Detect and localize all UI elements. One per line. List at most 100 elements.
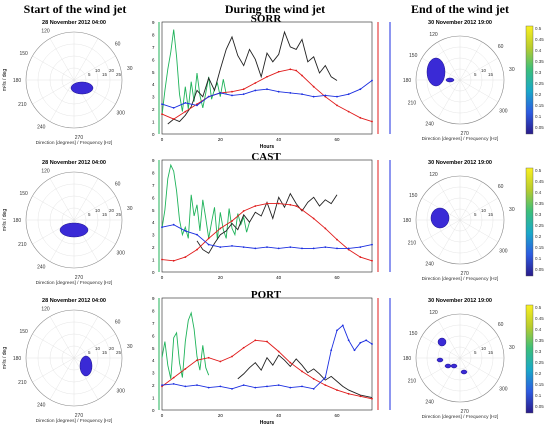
polar-spoke xyxy=(32,333,75,359)
y-tick-label: 8 xyxy=(152,170,155,175)
polar-freq-label: 25 xyxy=(116,350,122,355)
series-point-blue xyxy=(277,90,280,93)
colorbar-tick: 0.3 xyxy=(535,349,542,354)
series-point-red xyxy=(219,227,222,230)
series-point-blue xyxy=(196,384,198,387)
colorbar-tick: 0.5 xyxy=(535,168,542,173)
title-start: Start of the wind jet xyxy=(23,2,127,16)
polar-spoke xyxy=(49,38,75,81)
x-tick-label: 0 xyxy=(161,137,164,142)
series-point-red xyxy=(359,395,362,398)
series-point-blue xyxy=(161,384,163,387)
polar-dir-label: 30 xyxy=(509,207,515,213)
x-axis-label: Hours xyxy=(260,144,275,150)
colorbar-tick: 0.15 xyxy=(535,245,544,250)
colorbar-tick: 0.2 xyxy=(535,234,542,239)
series-point-blue xyxy=(207,386,210,389)
y-tick-label: 4 xyxy=(152,220,155,225)
series-point-red xyxy=(219,360,222,363)
polar-dir-label: 240 xyxy=(37,265,46,271)
plot-frame xyxy=(161,21,373,135)
series-point-blue xyxy=(336,95,338,98)
y-tick-label: 7 xyxy=(152,183,155,188)
polar-dir-label: 120 xyxy=(429,172,438,178)
series-line-green xyxy=(161,311,210,379)
series-point-blue xyxy=(172,223,175,226)
polar-ylabel: m²/s / deg xyxy=(2,69,8,91)
x-tick-label: 20 xyxy=(218,413,224,418)
polar-freq-label: 5 xyxy=(88,350,91,355)
colorbar-tick: 0.05 xyxy=(535,267,544,272)
series-line-green xyxy=(161,29,227,116)
colorbar-gradient xyxy=(525,167,534,277)
polar-plot-start-cast: 28 November 2012 04:00 300 270 240 210 180 150… xyxy=(2,160,133,286)
polar-plot-end-cast: 30 November 2012 19:00 300 270 240 210 180 150… xyxy=(403,160,515,282)
polar-freq-label: 20 xyxy=(109,68,115,73)
series-point-red xyxy=(161,113,163,115)
series-point-blue xyxy=(277,384,280,387)
series-point-blue xyxy=(347,339,350,342)
colorbar-tick: 0.1 xyxy=(535,114,542,119)
x-tick-label: 0 xyxy=(161,275,164,280)
y-tick-label: 6 xyxy=(152,333,155,338)
polar-dir-label: 180 xyxy=(403,356,412,362)
series-point-red xyxy=(231,220,233,222)
colorbar-tick: 0.4 xyxy=(535,48,542,53)
polar-spoke xyxy=(437,181,461,221)
series-point-blue xyxy=(242,384,245,387)
polar-dir-label: 120 xyxy=(41,29,50,35)
polar-freq-label: 5 xyxy=(474,72,477,77)
polar-dir-label: 150 xyxy=(20,191,29,197)
series-line-red xyxy=(161,68,373,123)
series-point-blue xyxy=(312,247,315,250)
polar-dir-label: 180 xyxy=(13,218,22,224)
series-point-blue xyxy=(266,385,268,388)
polar-spoke xyxy=(73,38,99,81)
series-point-red xyxy=(196,248,198,251)
series-point-blue xyxy=(242,93,245,96)
polar-spoke xyxy=(437,319,461,359)
polar-freq-label: 5 xyxy=(88,212,91,217)
y-tick-label: 1 xyxy=(152,396,155,401)
polar-dir-label: 120 xyxy=(429,310,438,316)
series-point-blue xyxy=(353,349,356,352)
polar-spoke xyxy=(459,79,499,103)
series-point-blue xyxy=(231,244,233,247)
y-tick-label: 5 xyxy=(152,346,155,351)
series-point-blue xyxy=(371,243,373,246)
polar-freq-label: 25 xyxy=(116,212,122,217)
series-point-blue xyxy=(242,246,245,249)
series-point-blue xyxy=(341,324,344,327)
polar-dir-label: 150 xyxy=(409,193,418,199)
y-tick-label: 5 xyxy=(152,208,155,213)
colorbar-tick: 0.4 xyxy=(535,327,542,332)
polar-freq-label: 15 xyxy=(102,72,108,77)
series-point-red xyxy=(242,210,245,212)
y-tick-label: 2 xyxy=(152,383,155,388)
series-point-blue xyxy=(254,386,257,389)
y-tick-label: 8 xyxy=(152,32,155,37)
polar-dir-label: 270 xyxy=(460,271,469,277)
series-point-blue xyxy=(324,246,327,249)
colorbar-tick: 0.3 xyxy=(535,212,542,217)
polar-freq-label: 10 xyxy=(481,68,487,73)
polar-energy-blob xyxy=(430,207,450,229)
series-point-red xyxy=(289,68,292,71)
series-point-blue xyxy=(359,88,362,91)
series-point-blue xyxy=(347,247,350,250)
series-line-blue xyxy=(161,80,373,109)
polar-date: 30 November 2012 19:00 xyxy=(428,298,492,304)
polar-dir-label: 180 xyxy=(403,78,412,84)
polar-dir-label: 150 xyxy=(409,53,418,59)
colorbar-cast: 0.5 0.45 0.4 0.35 0.3 0.25 0.2 0.15 0.1 0.05 xyxy=(525,167,544,277)
polar-spoke xyxy=(437,79,461,119)
polar-spoke xyxy=(459,357,499,381)
series-point-red xyxy=(242,346,245,349)
series-line-black xyxy=(167,30,338,125)
x-tick-label: 60 xyxy=(334,275,340,280)
y-tick-label: 0 xyxy=(152,270,155,275)
y-tick-label: 3 xyxy=(152,371,155,376)
polar-spoke xyxy=(49,79,75,122)
polar-dir-label: 300 xyxy=(499,386,508,392)
series-point-red xyxy=(324,384,327,387)
